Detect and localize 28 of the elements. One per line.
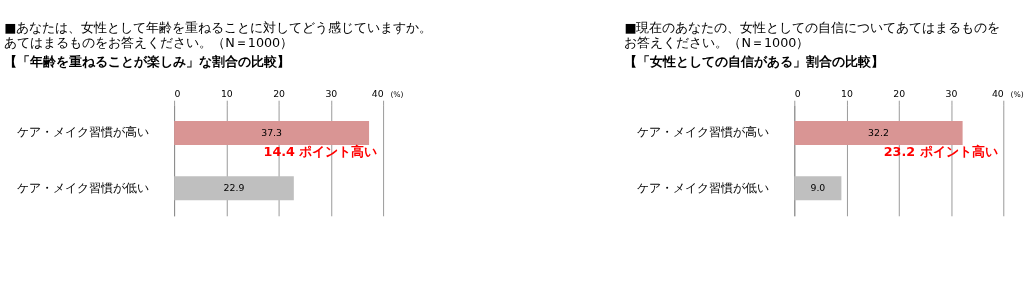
text: あてはまるものをお答えください。（N＝1000） bbox=[4, 34, 294, 50]
text: ■現在のあなたの、女性としての自信についてあてはまるものを bbox=[624, 20, 1001, 36]
text: お答えください。（N＝1000） bbox=[624, 34, 810, 50]
annotation: 23.2 ポイント高い bbox=[883, 144, 998, 160]
text: ■あなたは、女性として年齢を重ねることに対してどう感じていますか。 bbox=[4, 20, 433, 36]
y-tick-label: ケア・メイク習慣が高い bbox=[17, 125, 150, 140]
chart-subtitle: 【「女性としての自信がある」割合の比較】 bbox=[624, 54, 885, 70]
x-axis-title: (%) bbox=[390, 90, 404, 100]
x-tick-label: 30 bbox=[325, 88, 338, 100]
x-tick-label: 40 bbox=[371, 88, 384, 100]
chart-subtitle: 【「年齢を重ねることが楽しみ」な割合の比較】 bbox=[4, 54, 291, 70]
x-tick-label: 10 bbox=[841, 88, 854, 100]
y-tick-label: ケア・メイク習慣が高い bbox=[637, 125, 770, 140]
x-tick-label: 0 bbox=[794, 88, 801, 100]
x-tick-label: 10 bbox=[220, 88, 233, 100]
y-tick-label: ケア・メイク習慣が低い bbox=[17, 180, 150, 195]
x-axis-title: (%) bbox=[1010, 90, 1024, 100]
x-tick-label: 40 bbox=[991, 88, 1004, 100]
data-label: 9.0 bbox=[810, 181, 826, 193]
y-tick-label: ケア・メイク習慣が低い bbox=[637, 180, 770, 195]
x-tick-label: 20 bbox=[273, 88, 286, 100]
annotation: 14.4 ポイント高い bbox=[263, 144, 378, 160]
data-label: 22.9 bbox=[223, 181, 245, 193]
x-tick-label: 0 bbox=[174, 88, 181, 100]
data-label: 32.2 bbox=[868, 126, 889, 138]
x-tick-label: 20 bbox=[893, 88, 906, 100]
x-tick-label: 30 bbox=[945, 88, 958, 100]
data-label: 37.3 bbox=[261, 126, 283, 138]
